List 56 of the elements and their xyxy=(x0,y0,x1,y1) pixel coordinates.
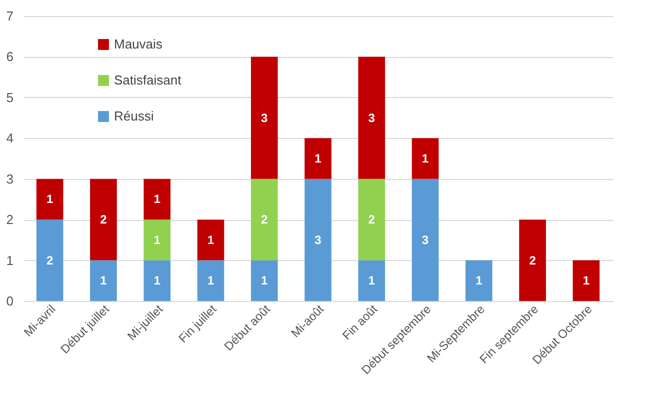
data-label: 2 xyxy=(261,212,268,227)
data-label: 1 xyxy=(154,232,161,247)
bar xyxy=(358,56,386,179)
legend-label: Satisfaisant xyxy=(114,72,182,88)
bar xyxy=(358,260,386,301)
y-tick-label: 4 xyxy=(6,130,14,146)
data-label: 2 xyxy=(529,253,536,268)
data-label: 1 xyxy=(314,152,322,166)
y-tick-label: 1 xyxy=(6,252,14,268)
data-label: 1 xyxy=(261,274,268,288)
data-label: 1 xyxy=(100,274,108,288)
y-tick-label: 7 xyxy=(6,8,14,24)
legend-label: Mauvais xyxy=(114,36,163,52)
bar xyxy=(144,260,170,301)
data-label: 3 xyxy=(368,110,376,125)
x-tick-label: Fin août xyxy=(340,302,381,343)
bar xyxy=(466,260,492,301)
bar xyxy=(412,178,439,301)
bar xyxy=(250,56,278,179)
bar xyxy=(304,178,332,301)
data-label: 1 xyxy=(476,274,483,288)
y-tick-label: 3 xyxy=(6,171,14,186)
data-label: 3 xyxy=(422,232,429,247)
bar xyxy=(36,220,64,301)
bar xyxy=(144,178,170,220)
bar xyxy=(90,178,117,260)
data-label: 2 xyxy=(100,212,108,227)
y-tick-label: 0 xyxy=(6,294,14,308)
bar xyxy=(572,260,600,301)
data-label: 1 xyxy=(154,274,161,288)
bar xyxy=(197,260,224,301)
bar xyxy=(304,138,332,179)
data-label: 1 xyxy=(154,192,161,206)
bar xyxy=(36,178,64,220)
data-label: 1 xyxy=(422,152,429,166)
data-label: 1 xyxy=(46,192,54,206)
bar xyxy=(358,178,386,260)
data-label: 2 xyxy=(368,212,376,227)
bar xyxy=(144,220,170,260)
y-tick-label: 2 xyxy=(6,212,14,228)
bar xyxy=(412,138,439,179)
data-label: 3 xyxy=(261,110,268,125)
data-label: 1 xyxy=(207,274,214,288)
data-label: 1 xyxy=(368,274,376,288)
bar xyxy=(197,220,224,260)
data-label: 2 xyxy=(46,253,54,268)
bar xyxy=(250,178,278,260)
y-tick-label: 6 xyxy=(6,49,14,64)
y-tick-label: 5 xyxy=(6,90,14,105)
data-label: 1 xyxy=(207,232,214,247)
bar xyxy=(250,260,278,301)
data-label: 1 xyxy=(582,274,590,288)
legend-label: Réussi xyxy=(114,108,154,124)
bar xyxy=(519,220,546,301)
data-label: 3 xyxy=(314,232,322,247)
bar xyxy=(90,260,117,301)
